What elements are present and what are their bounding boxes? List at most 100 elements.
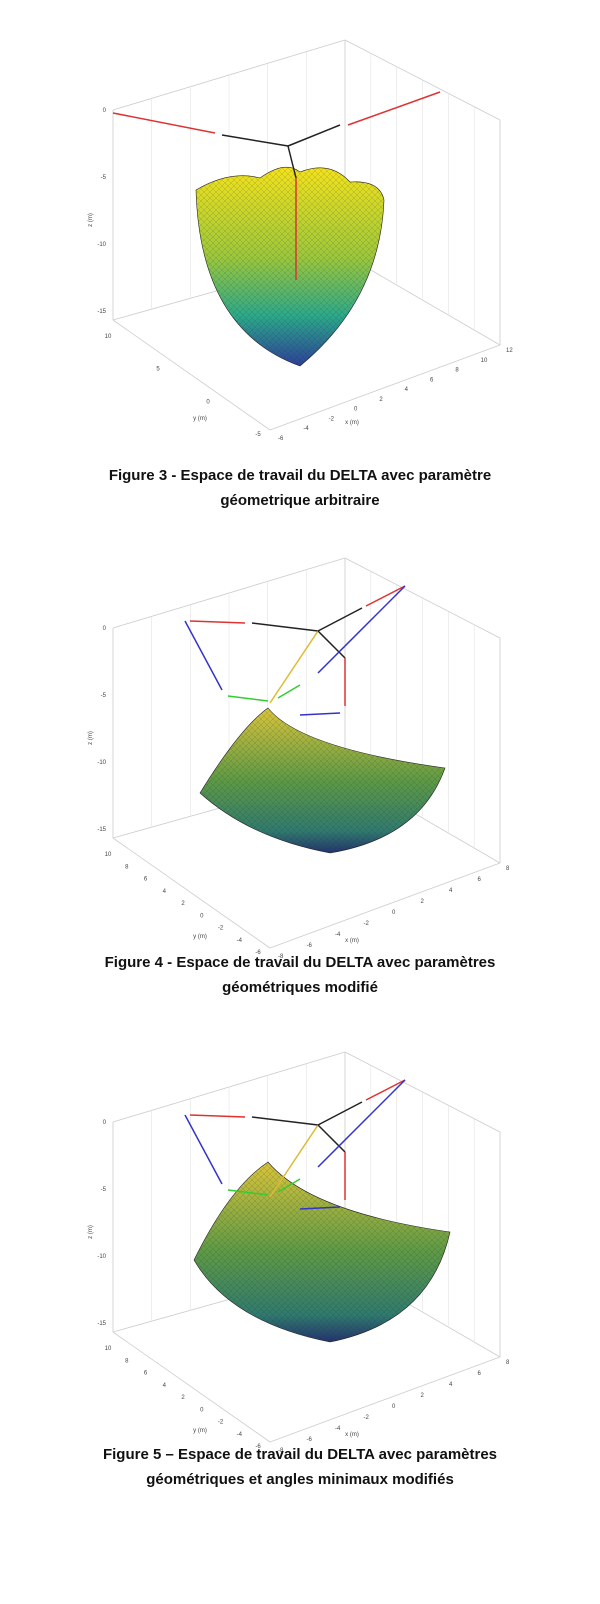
x-tick-label: 4 bbox=[449, 888, 453, 894]
x-tick-label: -8 bbox=[278, 1448, 284, 1454]
robot-arm bbox=[347, 91, 441, 126]
y-tick-label: 5 bbox=[156, 367, 160, 373]
surface-mesh bbox=[196, 167, 384, 366]
x-tick-label: -8 bbox=[278, 954, 284, 960]
figure-caption: géométriques et angles minimaux modifiés bbox=[146, 1471, 454, 1488]
x-tick-label: -6 bbox=[278, 436, 284, 442]
box-edge bbox=[269, 344, 501, 431]
robot-arm bbox=[269, 1124, 319, 1198]
robot-arm bbox=[299, 1206, 341, 1210]
z-tick-label: 0 bbox=[103, 108, 107, 114]
y-tick-label: -6 bbox=[255, 950, 261, 956]
y-tick-label: 8 bbox=[125, 1358, 129, 1364]
box-edge bbox=[112, 1331, 271, 1443]
x-tick-label: 6 bbox=[478, 1371, 482, 1377]
robot-arm bbox=[365, 1079, 406, 1101]
z-axis-label: z (m) bbox=[88, 213, 94, 227]
y-tick-label: -4 bbox=[237, 938, 243, 944]
y-tick-label: 0 bbox=[200, 913, 204, 919]
robot-arm bbox=[189, 620, 246, 624]
robot-arm bbox=[317, 630, 346, 659]
figure-caption: Figure 4 - Espace de travail du DELTA av… bbox=[105, 954, 496, 971]
y-tick-label: 8 bbox=[125, 864, 129, 870]
y-tick-label: 2 bbox=[181, 901, 185, 907]
robot-arm bbox=[251, 622, 319, 632]
x-tick-label: -4 bbox=[335, 1426, 341, 1432]
robot-arm bbox=[184, 620, 223, 691]
y-tick-label: 2 bbox=[181, 1395, 185, 1401]
robot-arm bbox=[277, 684, 301, 699]
robot-arm bbox=[251, 1116, 319, 1126]
x-tick-label: 2 bbox=[421, 899, 425, 905]
x-tick-label: 6 bbox=[430, 377, 434, 383]
robot-arm bbox=[227, 1189, 269, 1196]
box-edge bbox=[112, 319, 271, 431]
box-edge bbox=[112, 837, 271, 949]
z-axis-label: z (m) bbox=[88, 731, 94, 745]
y-tick-label: -2 bbox=[218, 1420, 224, 1426]
x-tick-label: -2 bbox=[329, 416, 335, 422]
x-tick-label: 12 bbox=[506, 348, 513, 354]
figure: 0 -5 -10 -15 z (m) 10 8 6 4 2 0 -2 -4 -6 y (m) -8 -6 -4 -2… bbox=[88, 557, 510, 960]
figure: 0 -5 -10 -15 z (m) 10 5 0 -5 y (m) -6 -4 -2 0 2 4 6 8 10 12… bbox=[88, 39, 513, 442]
robot-arm bbox=[317, 1079, 406, 1168]
robot-arm bbox=[365, 585, 406, 607]
robot-arm bbox=[227, 695, 269, 702]
y-tick-label: 0 bbox=[200, 1407, 204, 1413]
y-axis-label: y (m) bbox=[193, 416, 207, 422]
figure-caption: Figure 5 – Espace de travail du DELTA av… bbox=[103, 1446, 497, 1463]
z-tick-label: -10 bbox=[97, 760, 106, 766]
surface-mesh bbox=[194, 1162, 450, 1342]
y-tick-label: -4 bbox=[237, 1432, 243, 1438]
figure-caption: Figure 3 - Espace de travail du DELTA av… bbox=[109, 467, 491, 484]
y-axis-label: y (m) bbox=[193, 1428, 207, 1434]
x-tick-label: -2 bbox=[364, 1415, 370, 1421]
x-tick-label: 0 bbox=[392, 910, 396, 916]
x-tick-label: 4 bbox=[449, 1382, 453, 1388]
y-axis-label: y (m) bbox=[193, 934, 207, 940]
z-tick-label: -15 bbox=[97, 1321, 106, 1327]
x-tick-label: -4 bbox=[335, 932, 341, 938]
z-tick-label: -5 bbox=[101, 1187, 107, 1193]
y-tick-label: -2 bbox=[218, 926, 224, 932]
y-tick-label: 10 bbox=[105, 334, 112, 340]
z-axis-label: z (m) bbox=[88, 1225, 94, 1239]
robot-arm bbox=[189, 1114, 246, 1118]
y-tick-label: 10 bbox=[105, 1346, 112, 1352]
x-axis-label: x (m) bbox=[345, 1432, 359, 1438]
y-tick-label: -6 bbox=[255, 1444, 261, 1450]
x-axis-label: x (m) bbox=[345, 938, 359, 944]
x-tick-label: 0 bbox=[354, 407, 358, 413]
robot-arm bbox=[287, 145, 297, 179]
figure-caption: géometrique arbitraire bbox=[220, 492, 379, 509]
robot-arm bbox=[112, 112, 216, 134]
box-edge bbox=[269, 862, 501, 949]
x-tick-label: -4 bbox=[303, 426, 309, 432]
x-tick-label: -6 bbox=[307, 1437, 313, 1443]
x-tick-label: 8 bbox=[506, 866, 510, 872]
x-tick-label: 4 bbox=[405, 387, 409, 393]
x-tick-label: 8 bbox=[455, 368, 459, 374]
y-tick-label: 6 bbox=[144, 877, 148, 883]
robot-arm bbox=[317, 1101, 363, 1126]
robot-arm bbox=[184, 1114, 223, 1185]
surface-mesh bbox=[200, 708, 445, 853]
robot-arm bbox=[221, 134, 289, 147]
x-axis-label: x (m) bbox=[345, 420, 359, 426]
robot-arm bbox=[269, 630, 319, 704]
robot-arm bbox=[287, 124, 341, 147]
y-tick-label: 4 bbox=[163, 889, 167, 895]
y-tick-label: -5 bbox=[255, 432, 261, 438]
x-tick-label: 0 bbox=[392, 1404, 396, 1410]
z-tick-label: -15 bbox=[97, 309, 106, 315]
x-tick-label: 6 bbox=[478, 877, 482, 883]
robot-arm bbox=[317, 607, 363, 632]
z-tick-label: 0 bbox=[103, 626, 107, 632]
y-tick-label: 6 bbox=[144, 1371, 148, 1377]
x-tick-label: 2 bbox=[379, 397, 383, 403]
x-tick-label: -2 bbox=[364, 921, 370, 927]
x-tick-label: 10 bbox=[481, 358, 488, 364]
robot-arm bbox=[277, 1178, 301, 1193]
box-edge bbox=[269, 1356, 501, 1443]
